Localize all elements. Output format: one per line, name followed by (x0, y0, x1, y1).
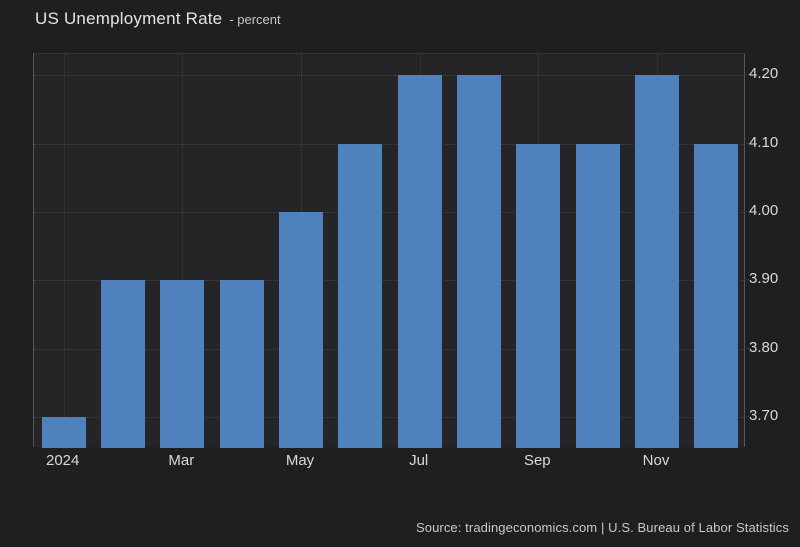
x-axis-tick-label: Mar (168, 452, 195, 469)
y-axis-tick (744, 416, 749, 418)
y-axis-tick (744, 279, 749, 281)
y-axis-tick-label: 3.80 (749, 338, 779, 356)
bar-jan-2024[interactable] (41, 417, 86, 448)
bar-dec-2024[interactable] (694, 143, 739, 448)
bar-jun-2024[interactable] (338, 143, 383, 448)
gridline-horizontal (34, 75, 744, 77)
bar-oct-2024[interactable] (575, 143, 620, 448)
chart-subtitle: - percent (229, 12, 281, 27)
y-axis-tick-label: 3.70 (749, 407, 779, 425)
y-axis-tick (744, 347, 749, 349)
y-axis-tick-label: 4.20 (749, 65, 779, 83)
bar-mar-2024[interactable] (160, 280, 205, 448)
gridline-horizontal (34, 280, 744, 282)
bar-may-2024[interactable] (279, 212, 323, 448)
gridline-vertical (63, 54, 65, 447)
bar-feb-2024[interactable] (101, 280, 145, 448)
gridline-horizontal (34, 348, 744, 350)
bar-sep-2024[interactable] (516, 143, 561, 448)
x-axis-tick-label: Sep (523, 452, 551, 469)
x-axis-tick-label: Nov (642, 452, 670, 469)
gridline-horizontal (34, 143, 744, 145)
chart-title: US Unemployment Rate (35, 9, 223, 28)
y-axis-tick (744, 211, 749, 212)
y-axis-tick (744, 142, 749, 144)
gridline-horizontal (34, 417, 744, 419)
gridline-horizontal (34, 212, 744, 213)
chart-header: US Unemployment Rate - percent (35, 9, 281, 29)
bar-jul-2024[interactable] (397, 75, 442, 448)
x-axis-tick-label: May (285, 452, 315, 469)
bar-aug-2024[interactable] (457, 75, 501, 448)
y-axis-tick-label: 4.00 (749, 202, 779, 219)
plot-area[interactable] (33, 53, 745, 448)
y-axis-tick-label: 3.90 (749, 270, 779, 288)
y-axis-tick-label: 4.10 (749, 133, 779, 151)
x-axis-tick-label: 2024 (46, 452, 80, 469)
bar-nov-2024[interactable] (635, 75, 679, 448)
source-attribution: Source: tradingeconomics.com | U.S. Bure… (415, 520, 789, 535)
x-axis-tick-label: Jul (409, 452, 429, 469)
y-axis-tick (744, 74, 749, 76)
gridline-vertical (182, 54, 184, 447)
bar-apr-2024[interactable] (219, 280, 264, 448)
